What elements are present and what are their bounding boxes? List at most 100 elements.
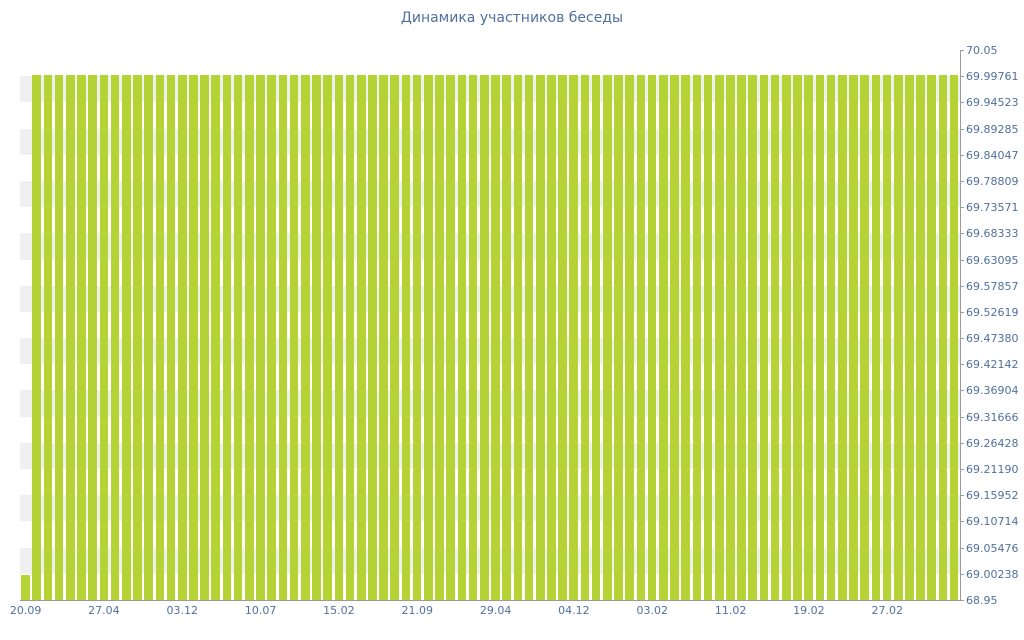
bar[interactable]	[412, 75, 422, 600]
bar[interactable]	[614, 75, 623, 600]
bar[interactable]	[681, 75, 690, 600]
x-axis-label: 29.04	[479, 604, 512, 617]
bar[interactable]	[390, 75, 400, 600]
bar[interactable]	[770, 75, 780, 600]
y-axis-label: 69.15952	[966, 489, 1019, 503]
bar[interactable]	[625, 75, 635, 600]
bar[interactable]	[77, 75, 86, 600]
bar[interactable]	[222, 75, 232, 600]
bar[interactable]	[166, 75, 176, 600]
bar[interactable]	[177, 75, 187, 600]
bar[interactable]	[603, 75, 612, 600]
bar[interactable]	[927, 75, 937, 600]
bar[interactable]	[43, 75, 53, 600]
bar[interactable]	[88, 75, 98, 600]
bar[interactable]	[491, 75, 500, 600]
bar[interactable]	[748, 75, 758, 600]
bar[interactable]	[849, 75, 858, 600]
bar[interactable]	[267, 75, 277, 600]
bar[interactable]	[804, 75, 814, 600]
y-axis-label: 69.10714	[966, 515, 1019, 529]
bar[interactable]	[256, 75, 265, 600]
bar[interactable]	[670, 75, 679, 600]
bar[interactable]	[32, 75, 42, 600]
bar[interactable]	[379, 75, 388, 600]
y-axis-tick	[960, 102, 964, 104]
bar[interactable]	[658, 75, 668, 600]
bar[interactable]	[949, 75, 959, 600]
bar[interactable]	[479, 75, 489, 600]
y-axis-tick	[960, 390, 964, 392]
bar[interactable]	[133, 75, 142, 600]
bar[interactable]	[535, 75, 545, 600]
bar[interactable]	[211, 75, 221, 600]
bar[interactable]	[815, 75, 825, 600]
y-axis-tick	[960, 469, 964, 471]
bar[interactable]	[905, 75, 914, 600]
y-axis-tick	[960, 154, 964, 156]
bar[interactable]	[457, 75, 467, 600]
y-axis-label: 69.57857	[966, 279, 1019, 293]
bar[interactable]	[793, 75, 802, 600]
y-axis-tick	[960, 547, 964, 549]
bar[interactable]	[692, 75, 702, 600]
bar[interactable]	[569, 75, 579, 600]
y-axis-label: 69.31666	[966, 410, 1019, 424]
bar[interactable]	[424, 75, 433, 600]
bar[interactable]	[882, 75, 892, 600]
bar[interactable]	[356, 75, 366, 600]
bar[interactable]	[278, 75, 288, 600]
bar[interactable]	[524, 75, 534, 600]
bar[interactable]	[110, 75, 120, 600]
bar[interactable]	[468, 75, 478, 600]
bar[interactable]	[289, 75, 299, 600]
bar-series	[20, 50, 960, 600]
bar[interactable]	[99, 75, 109, 600]
bar[interactable]	[513, 75, 523, 600]
y-axis-label: 69.47380	[966, 332, 1019, 346]
bar[interactable]	[368, 75, 377, 600]
bar[interactable]	[233, 75, 243, 600]
bar[interactable]	[860, 75, 869, 600]
bar[interactable]	[189, 75, 198, 600]
bar[interactable]	[916, 75, 925, 600]
bar[interactable]	[502, 75, 511, 600]
bar[interactable]	[759, 75, 769, 600]
bar[interactable]	[726, 75, 735, 600]
bar[interactable]	[66, 75, 75, 600]
bar[interactable]	[245, 75, 254, 600]
bar[interactable]	[703, 75, 713, 600]
bar[interactable]	[155, 75, 165, 600]
bar[interactable]	[21, 575, 30, 600]
bar[interactable]	[591, 75, 601, 600]
bar[interactable]	[446, 75, 456, 600]
bar[interactable]	[714, 75, 724, 600]
bar[interactable]	[200, 75, 209, 600]
bar[interactable]	[647, 75, 657, 600]
y-axis-tick	[960, 50, 964, 51]
bar[interactable]	[558, 75, 567, 600]
bar[interactable]	[144, 75, 153, 600]
bar[interactable]	[871, 75, 881, 600]
bar[interactable]	[345, 75, 355, 600]
bar[interactable]	[580, 75, 590, 600]
bar[interactable]	[938, 75, 948, 600]
bar[interactable]	[837, 75, 847, 600]
y-axis-tick	[960, 285, 964, 287]
bar[interactable]	[401, 75, 411, 600]
bar[interactable]	[312, 75, 321, 600]
bar[interactable]	[826, 75, 836, 600]
bar[interactable]	[547, 75, 556, 600]
bar[interactable]	[636, 75, 646, 600]
y-axis-tick	[960, 573, 964, 575]
bar[interactable]	[54, 75, 64, 600]
bar[interactable]	[300, 75, 310, 600]
bar[interactable]	[737, 75, 746, 600]
bar[interactable]	[334, 75, 344, 600]
bar[interactable]	[323, 75, 332, 600]
bar[interactable]	[121, 75, 131, 600]
bar[interactable]	[893, 75, 903, 600]
bar[interactable]	[782, 75, 791, 600]
y-axis-tick	[960, 521, 964, 523]
bar[interactable]	[435, 75, 444, 600]
